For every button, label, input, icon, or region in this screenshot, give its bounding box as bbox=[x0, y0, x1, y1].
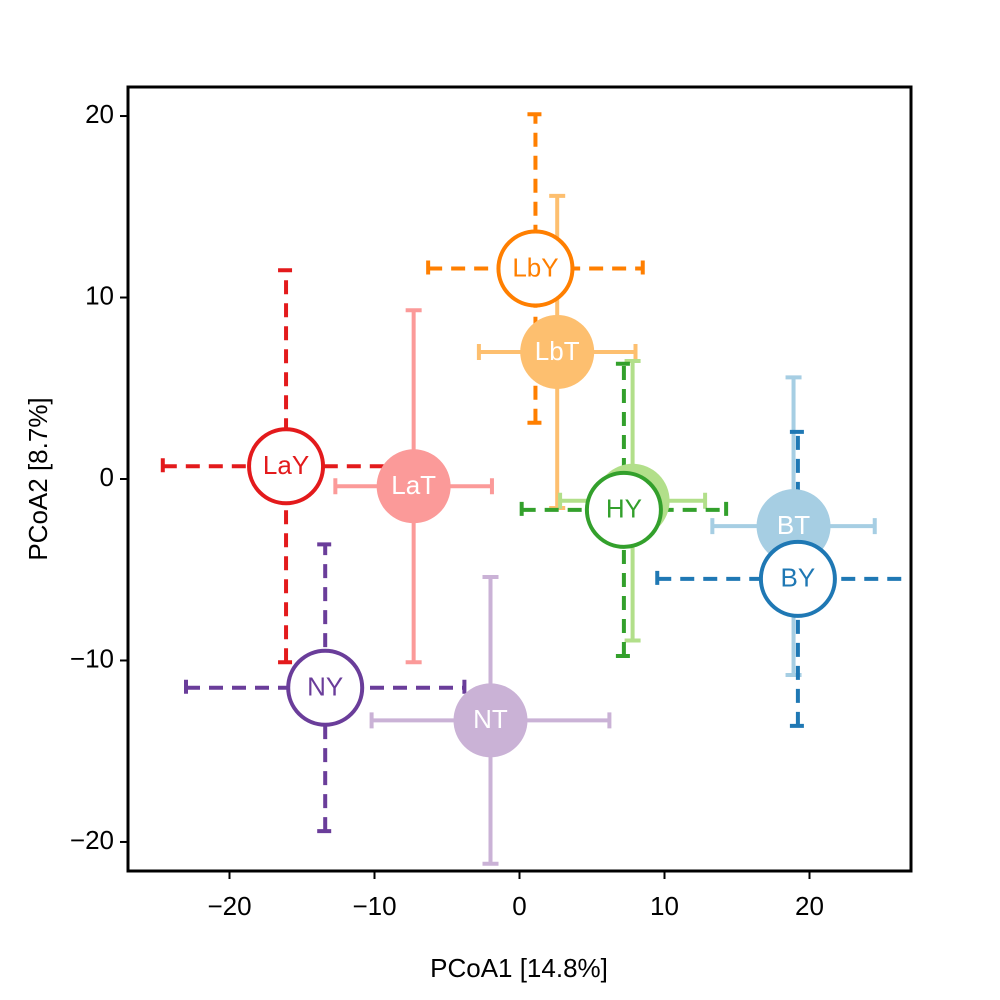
point bbox=[286, 648, 365, 727]
y-axis-label: PCoA2 [8.7%] bbox=[23, 397, 53, 560]
y-tick-label: 0 bbox=[100, 462, 114, 492]
point-label: LbT bbox=[535, 336, 580, 366]
point-label: HY bbox=[606, 494, 642, 524]
point bbox=[758, 539, 837, 618]
y-tick-label: 10 bbox=[85, 280, 114, 310]
y-tick-label: −10 bbox=[70, 643, 114, 673]
x-tick-label: −10 bbox=[352, 891, 396, 921]
point-label: BY bbox=[781, 563, 816, 593]
point bbox=[247, 427, 326, 506]
point-label: NT bbox=[473, 704, 508, 734]
point bbox=[584, 470, 663, 549]
point-label: LaY bbox=[263, 450, 309, 480]
x-tick-label: 10 bbox=[650, 891, 679, 921]
x-error-bar bbox=[426, 260, 645, 277]
point bbox=[453, 683, 528, 758]
x-tick-label: 0 bbox=[512, 891, 526, 921]
plot-area: LbTLaTHTBTNTLbYLaYHYBYNY bbox=[160, 112, 911, 866]
x-tick-label: 20 bbox=[795, 891, 824, 921]
point-label: BT bbox=[777, 510, 810, 540]
point bbox=[376, 449, 451, 524]
y-tick-label: 20 bbox=[85, 99, 114, 129]
x-tick-label: −20 bbox=[207, 891, 251, 921]
point-label: LaT bbox=[391, 470, 436, 500]
x-axis-label: PCoA1 [14.8%] bbox=[430, 953, 608, 983]
point bbox=[496, 229, 575, 308]
y-tick-label: −20 bbox=[70, 825, 114, 855]
point-label: LbY bbox=[512, 252, 558, 282]
point-label: NY bbox=[307, 672, 343, 702]
point bbox=[520, 314, 595, 389]
